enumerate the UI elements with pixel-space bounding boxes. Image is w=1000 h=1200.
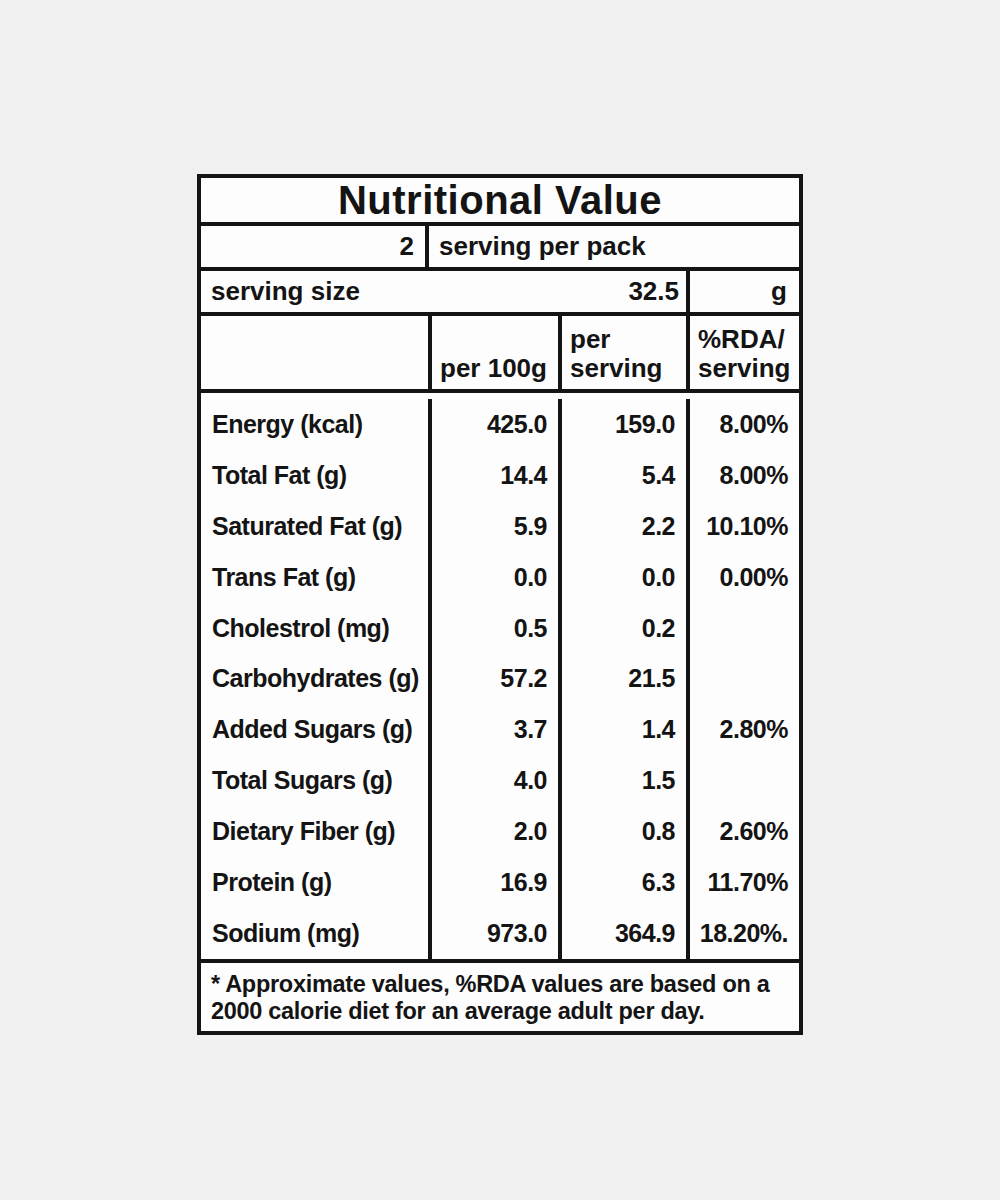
per-100g-value-cell: 2.0 <box>428 806 558 857</box>
rda-value-cell: 0.00% <box>686 552 799 603</box>
per-100g-value-cell: 0.0 <box>428 552 558 603</box>
rda-value-cell: 10.10% <box>686 501 799 552</box>
rda-value-cell: 8.00% <box>686 399 799 450</box>
nutrient-label-cell: Total Fat (g) <box>201 450 428 501</box>
footnote: * Approximate values, %RDA values are ba… <box>201 963 799 1031</box>
nutrient-label-cell: Sodium (mg) <box>201 908 428 959</box>
per-100g-value-cell: 5.9 <box>428 501 558 552</box>
nutrient-label-cell: Protein (g) <box>201 857 428 908</box>
rda-value-cell: 2.60% <box>686 806 799 857</box>
per-serving-value-cell: 0.0 <box>558 552 686 603</box>
column-header-row: per 100g per serving %RDA/ serving <box>201 316 799 393</box>
nutrient-label-cell: Energy (kcal) <box>201 399 428 450</box>
serving-size-label: serving size <box>211 276 360 307</box>
nutrition-label-card: Nutritional Value 2 serving per pack ser… <box>197 174 803 1035</box>
per-serving-value-cell: 1.4 <box>558 704 686 755</box>
serving-size-value: 32.5 <box>628 276 679 307</box>
rda-value-cell <box>686 755 799 806</box>
rda-value-cell: 18.20%. <box>686 908 799 959</box>
serving-size-row: serving size 32.5 g <box>201 271 799 316</box>
nutrient-label-cell: Cholestrol (mg) <box>201 603 428 654</box>
serving-size-cell: serving size 32.5 <box>201 271 686 312</box>
per-serving-value-cell: 2.2 <box>558 501 686 552</box>
per-100g-value-cell: 973.0 <box>428 908 558 959</box>
page-background: { "title": "Nutritional Value", "pack": … <box>0 0 1000 1200</box>
per-serving-value-cell: 6.3 <box>558 857 686 908</box>
per-100g-value-cell: 14.4 <box>428 450 558 501</box>
rda-value-cell <box>686 654 799 705</box>
rda-value-cell <box>686 603 799 654</box>
header-per-serving: per serving <box>558 316 686 389</box>
per-100g-value-cell: 16.9 <box>428 857 558 908</box>
per-serving-value-cell: 21.5 <box>558 654 686 705</box>
per-serving-value-cell: 0.2 <box>558 603 686 654</box>
rda-value-cell: 8.00% <box>686 450 799 501</box>
per-serving-value-cell: 5.4 <box>558 450 686 501</box>
nutrient-label-cell: Saturated Fat (g) <box>201 501 428 552</box>
serving-size-unit-cell: g <box>686 271 799 312</box>
serving-per-pack-row: 2 serving per pack <box>201 226 799 271</box>
nutrient-label-cell: Total Sugars (g) <box>201 755 428 806</box>
nutrient-label-cell: Added Sugars (g) <box>201 704 428 755</box>
nutrient-label-cell: Trans Fat (g) <box>201 552 428 603</box>
nutrient-label-cell: Carbohydrates (g) <box>201 654 428 705</box>
per-serving-value-cell: 1.5 <box>558 755 686 806</box>
per-100g-value-cell: 3.7 <box>428 704 558 755</box>
title-row: Nutritional Value <box>201 178 799 226</box>
per-serving-value-cell: 0.8 <box>558 806 686 857</box>
header-rda-per-serving: %RDA/ serving <box>686 316 799 389</box>
per-100g-value-cell: 4.0 <box>428 755 558 806</box>
rda-value-cell: 2.80% <box>686 704 799 755</box>
serving-count-cell: 2 <box>201 226 425 267</box>
per-serving-value-cell: 159.0 <box>558 399 686 450</box>
rda-value-cell: 11.70% <box>686 857 799 908</box>
page-title: Nutritional Value <box>338 178 662 222</box>
nutrient-label-cell: Dietary Fiber (g) <box>201 806 428 857</box>
per-serving-value-cell: 364.9 <box>558 908 686 959</box>
serving-per-pack-cell: serving per pack <box>425 226 799 267</box>
per-100g-value-cell: 57.2 <box>428 654 558 705</box>
header-blank-cell <box>201 316 428 389</box>
header-per-100g: per 100g <box>428 316 558 389</box>
nutrient-grid: Energy (kcal)425.0159.08.00% Total Fat (g… <box>201 393 799 963</box>
per-100g-value-cell: 0.5 <box>428 603 558 654</box>
per-100g-value-cell: 425.0 <box>428 399 558 450</box>
